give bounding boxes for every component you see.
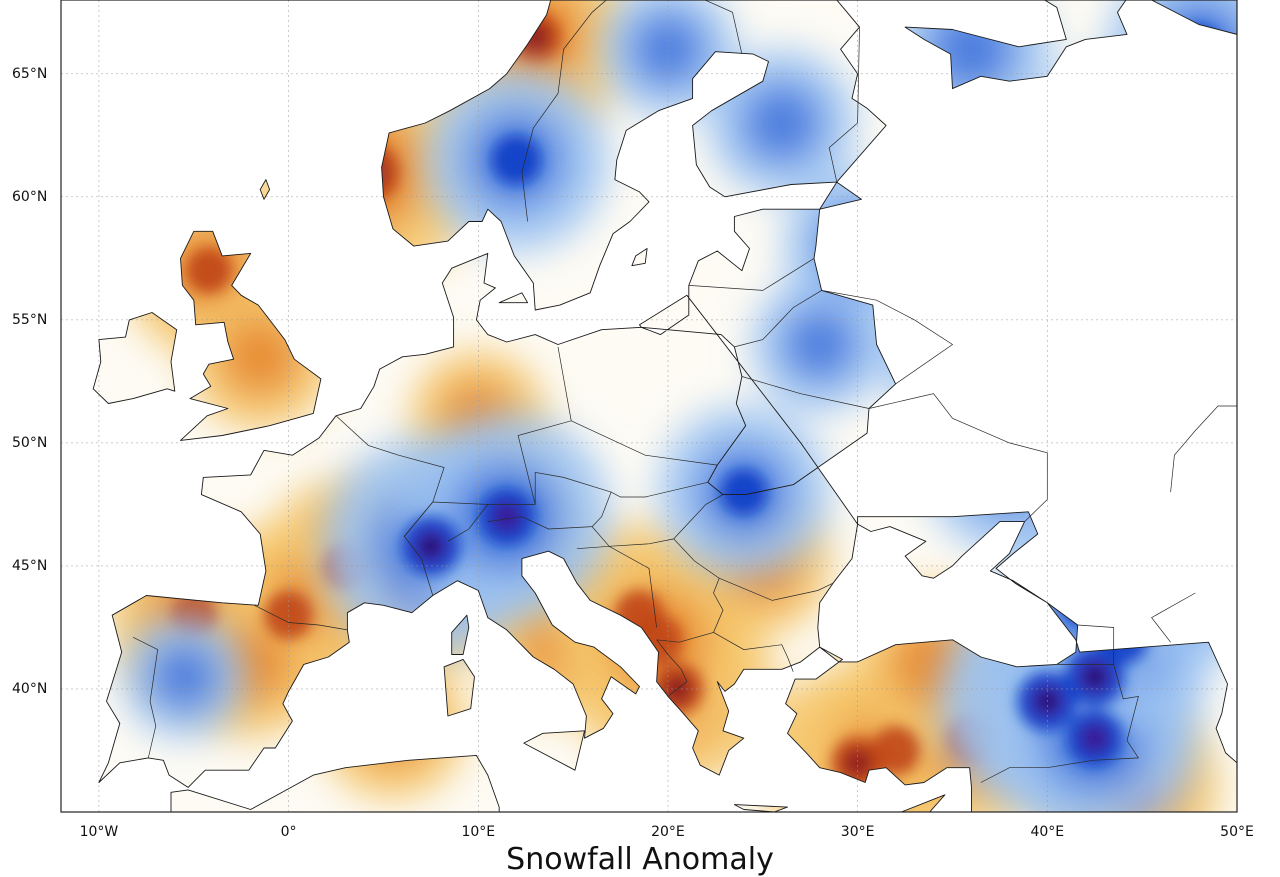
land-sicily: [523, 730, 585, 771]
negative-anomaly-peak: [1079, 723, 1110, 754]
country-border: [704, 0, 743, 55]
coastline-corsica: [451, 614, 470, 655]
coastline-crete: [733, 804, 788, 812]
coastline-ireland: [92, 312, 178, 404]
negative-anomaly-core: [1088, 670, 1101, 683]
negative-anomaly-mid: [630, 12, 705, 87]
lon-tick-label: 20°E: [651, 824, 685, 840]
country-border: [821, 290, 954, 385]
lat-tick-label: 40°N: [12, 680, 48, 697]
gridlines: [61, 0, 1237, 812]
country-border: [734, 290, 822, 348]
negative-anomaly-mid: [150, 642, 219, 711]
negative-anomaly-mid: [741, 83, 822, 164]
country-border: [610, 481, 708, 498]
negative-anomaly-strong: [491, 135, 541, 185]
coastline-zealand: [498, 292, 529, 304]
country-border: [517, 346, 572, 505]
negative-anomaly-core: [424, 540, 437, 553]
negative-anomaly-peak: [491, 501, 522, 532]
country-border: [1151, 592, 1196, 643]
negative-anomaly-strong: [721, 469, 767, 515]
land-gotland: [631, 248, 648, 266]
coastline-sicily: [523, 730, 585, 771]
country-border: [1170, 405, 1237, 493]
lat-tick-label: 55°N: [12, 311, 48, 328]
country-border: [656, 639, 688, 697]
country-border: [688, 258, 815, 291]
snowfall-anomaly-map: 65°N 60°N 55°N 50°N 45°N 40°N 10°W 0° 10°E 20°E 3…: [12, 0, 1254, 877]
coastline-cyprus: [900, 794, 946, 812]
country-border: [656, 538, 724, 643]
coastlines-and-borders: [92, 0, 1237, 812]
country-border: [591, 494, 724, 547]
map-title: Snowfall Anomaly: [506, 842, 774, 877]
coastline-sardinia: [443, 658, 475, 717]
country-border: [335, 415, 445, 596]
lat-tick-label: 45°N: [12, 557, 48, 574]
coastline-continental-europe: [98, 0, 1237, 812]
country-border: [132, 636, 159, 758]
map-canvas: [60, 0, 1238, 813]
country-border: [576, 545, 657, 628]
country-border: [254, 604, 348, 631]
country-border: [713, 632, 794, 672]
country-border: [571, 420, 718, 466]
country-border: [1056, 624, 1115, 665]
lat-tick-label: 50°N: [12, 434, 48, 451]
coastline-gotland: [631, 248, 648, 267]
country-border: [980, 664, 1140, 783]
positive-anomaly-peak: [843, 748, 872, 777]
lon-tick-label: 10°E: [461, 824, 496, 840]
lon-tick-label: 0°: [280, 824, 297, 840]
lat-tick-label: 65°N: [12, 65, 48, 82]
plot-frame: [60, 0, 1238, 813]
lon-tick-label: 30°E: [840, 824, 875, 840]
coastline-great-britain: [180, 230, 322, 441]
country-border: [741, 376, 870, 409]
lat-tick-label: 60°N: [12, 188, 48, 205]
country-border: [719, 577, 834, 601]
country-border: [828, 0, 860, 183]
positive-anomaly-mid: [220, 316, 301, 397]
coastline-shetland: [259, 179, 271, 200]
coastline-north-africa: [170, 754, 500, 812]
country-border: [521, 0, 607, 222]
negative-anomaly-mid: [782, 307, 857, 382]
lon-tick-label: 10°W: [79, 824, 119, 840]
lon-tick-label: 50°E: [1220, 824, 1254, 840]
positive-anomaly-strong: [870, 725, 921, 776]
country-border: [868, 393, 1048, 522]
land-zealand: [499, 292, 528, 303]
country-border: [487, 471, 612, 530]
lon-tick-label: 40°E: [1030, 824, 1065, 840]
positive-anomaly-strong: [186, 247, 232, 294]
